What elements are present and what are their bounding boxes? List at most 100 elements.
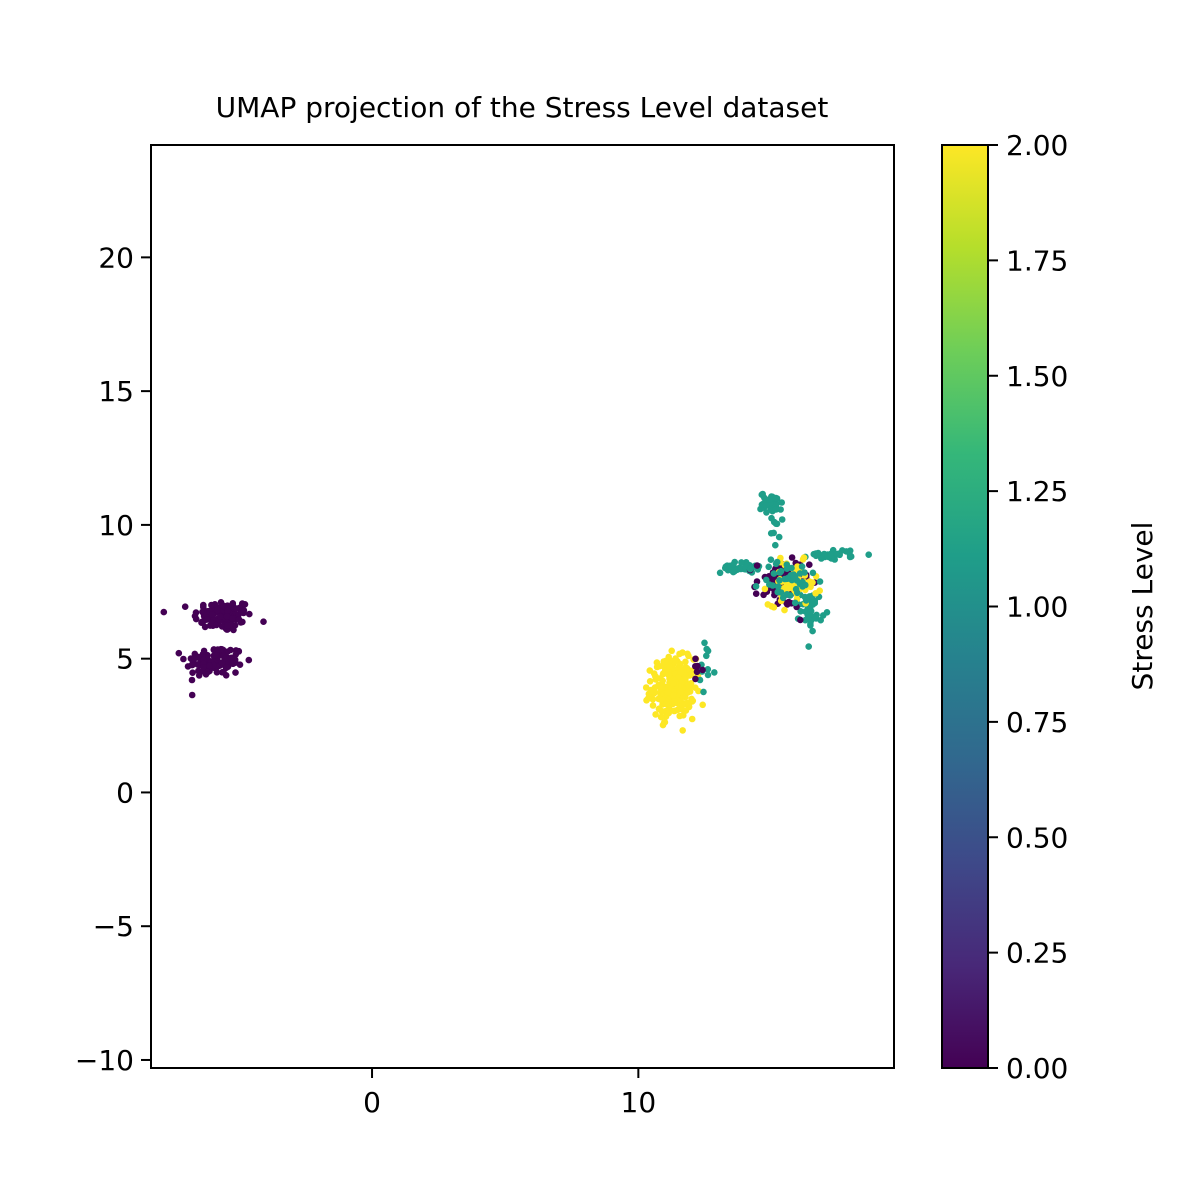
scatter-point bbox=[679, 727, 686, 734]
colorbar-tick-label: 0.00 bbox=[1006, 1052, 1068, 1085]
scatter-point bbox=[665, 709, 672, 717]
scatter-point bbox=[703, 652, 710, 660]
scatter-point bbox=[752, 590, 760, 597]
scatter-points bbox=[160, 490, 872, 734]
scatter-point bbox=[218, 659, 226, 666]
scatter-point bbox=[784, 585, 791, 593]
x-axis: 0 10 bbox=[363, 1068, 656, 1119]
scatter-point bbox=[200, 647, 208, 655]
y-tick-label: 15 bbox=[98, 375, 134, 408]
scatter-point bbox=[194, 661, 202, 668]
scatter-point bbox=[778, 516, 786, 523]
colorbar-tick-label: 1.50 bbox=[1006, 360, 1068, 393]
scatter-point bbox=[802, 581, 809, 589]
scatter-point bbox=[772, 520, 780, 527]
scatter-point bbox=[816, 578, 824, 585]
scatter-point bbox=[699, 701, 706, 709]
scatter-point bbox=[224, 622, 231, 629]
scatter-point bbox=[222, 664, 230, 672]
scatter-point bbox=[722, 564, 729, 572]
scatter-point bbox=[787, 592, 794, 599]
scatter-point bbox=[191, 655, 198, 662]
scatter-point bbox=[776, 569, 784, 576]
scatter-point bbox=[809, 579, 816, 586]
scatter-point bbox=[180, 655, 187, 663]
scatter-point bbox=[223, 613, 231, 620]
scatter-point bbox=[211, 652, 219, 659]
scatter-point bbox=[670, 680, 677, 687]
scatter-point bbox=[246, 610, 253, 618]
scatter-point bbox=[769, 582, 776, 589]
scatter-point bbox=[676, 650, 683, 658]
scatter-point bbox=[796, 570, 804, 577]
scatter-point bbox=[188, 676, 196, 684]
scatter-point bbox=[642, 684, 650, 691]
scatter-point bbox=[798, 563, 806, 570]
scatter-point bbox=[677, 688, 684, 696]
scatter-point bbox=[684, 689, 692, 696]
scatter-point bbox=[810, 598, 818, 606]
colorbar-tick-label: 1.75 bbox=[1006, 244, 1068, 277]
scatter-point bbox=[689, 697, 697, 705]
scatter-point bbox=[682, 658, 689, 666]
scatter-point bbox=[796, 580, 804, 588]
scatter-point bbox=[781, 575, 789, 583]
scatter-point bbox=[716, 569, 724, 577]
scatter-point bbox=[806, 561, 813, 568]
scatter-point bbox=[678, 701, 686, 708]
scatter-point bbox=[693, 668, 701, 676]
scatter-point bbox=[774, 588, 781, 596]
scatter-point bbox=[203, 616, 211, 623]
scatter-point bbox=[738, 559, 745, 566]
colorbar-axis: 0.00 0.25 0.50 0.75 1.00 1.25 1.50 1.75 2.00 bbox=[988, 129, 1068, 1085]
colorbar-tick-label: 1.00 bbox=[1006, 591, 1068, 624]
scatter-point bbox=[232, 651, 240, 658]
scatter-point bbox=[730, 561, 737, 568]
scatter-point bbox=[213, 669, 221, 676]
scatter-point bbox=[816, 587, 823, 594]
scatter-point bbox=[659, 721, 667, 729]
scatter-point bbox=[227, 646, 234, 654]
scatter-point bbox=[700, 688, 707, 696]
scatter-point bbox=[670, 691, 677, 699]
scatter-point bbox=[232, 669, 239, 676]
scatter-point bbox=[767, 556, 775, 563]
scatter-point bbox=[807, 608, 814, 615]
scatter-point bbox=[649, 702, 657, 709]
scatter-point bbox=[746, 565, 754, 573]
scatter-point bbox=[788, 554, 796, 561]
scatter-point bbox=[200, 601, 207, 609]
scatter-point bbox=[692, 684, 699, 691]
scatter-point bbox=[240, 609, 247, 617]
scatter-point bbox=[646, 678, 654, 685]
scatter-point bbox=[802, 597, 810, 604]
scatter-point bbox=[652, 711, 659, 718]
scatter-point bbox=[662, 700, 670, 708]
scatter-point bbox=[805, 643, 812, 650]
scatter-point bbox=[764, 601, 772, 608]
scatter-point bbox=[192, 615, 200, 623]
scatter-point bbox=[774, 583, 782, 590]
scatter-point bbox=[189, 669, 196, 676]
scatter-point bbox=[236, 661, 244, 668]
scatter-point bbox=[775, 533, 783, 541]
scatter-point bbox=[685, 652, 692, 660]
scatter-point bbox=[800, 554, 808, 561]
scatter-point bbox=[692, 675, 699, 683]
scatter-point bbox=[791, 599, 799, 607]
scatter-point bbox=[797, 608, 804, 615]
scatter-point bbox=[843, 548, 850, 555]
scatter-point bbox=[741, 564, 749, 571]
scatter-point bbox=[188, 691, 196, 699]
scatter-point bbox=[730, 568, 737, 576]
scatter-point bbox=[200, 664, 207, 671]
scatter-point bbox=[773, 558, 781, 566]
scatter-point bbox=[812, 615, 820, 622]
scatter-point bbox=[760, 591, 767, 599]
scatter-point bbox=[657, 682, 664, 690]
scatter-point bbox=[658, 708, 666, 715]
scatter-point bbox=[770, 604, 778, 611]
scatter-point bbox=[229, 660, 236, 667]
scatter-point bbox=[772, 541, 779, 549]
